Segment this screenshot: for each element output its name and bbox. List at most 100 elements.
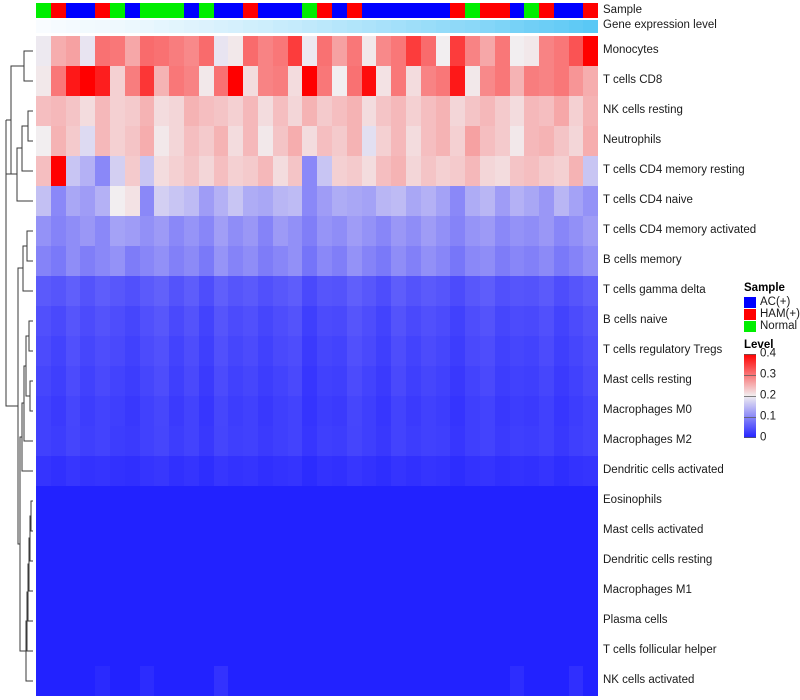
sample-annotation-cell bbox=[539, 3, 554, 18]
heatmap-cell bbox=[50, 426, 66, 456]
heatmap-cell bbox=[139, 246, 155, 276]
heatmap-cell bbox=[36, 126, 51, 156]
heatmap-cell bbox=[465, 306, 480, 336]
sample-annotation-cell bbox=[228, 3, 244, 18]
heatmap-cell bbox=[583, 126, 599, 156]
sample-legend-swatch bbox=[744, 309, 756, 321]
heatmap-cell bbox=[391, 276, 406, 306]
heatmap-cell bbox=[65, 276, 81, 306]
heatmap-cell bbox=[65, 126, 81, 156]
heatmap-cell bbox=[568, 216, 584, 246]
level-colorbar-tick bbox=[744, 437, 756, 439]
sample-annotation-cell bbox=[213, 3, 229, 18]
gene-expression-annotation-cell bbox=[331, 20, 347, 33]
gene-expression-annotation-cell bbox=[450, 20, 466, 33]
heatmap-row bbox=[36, 156, 599, 186]
gene-expression-annotation-cell bbox=[317, 20, 332, 33]
heatmap-cell bbox=[524, 576, 540, 606]
heatmap-cell bbox=[361, 666, 377, 696]
heatmap-cell bbox=[568, 186, 584, 216]
heatmap-cell bbox=[494, 396, 510, 426]
heatmap-cell bbox=[420, 606, 436, 636]
heatmap-cell bbox=[494, 186, 510, 216]
heatmap-cell bbox=[243, 396, 258, 426]
heatmap-cell bbox=[583, 216, 599, 246]
heatmap-cell bbox=[479, 636, 495, 666]
heatmap-cell bbox=[568, 306, 584, 336]
heatmap-cell bbox=[36, 636, 51, 666]
heatmap-cell bbox=[95, 186, 110, 216]
heatmap-cell bbox=[183, 156, 199, 186]
heatmap-cell bbox=[553, 426, 569, 456]
heatmap-cell bbox=[272, 666, 288, 696]
heatmap-cell bbox=[346, 276, 362, 306]
heatmap-cell bbox=[272, 636, 288, 666]
heatmap-cell bbox=[391, 156, 406, 186]
heatmap-cell bbox=[361, 216, 377, 246]
heatmap-cell bbox=[405, 96, 421, 126]
heatmap-cell bbox=[36, 336, 51, 366]
heatmap-cell bbox=[198, 216, 214, 246]
row-label: NK cells resting bbox=[603, 104, 683, 116]
heatmap-cell bbox=[198, 246, 214, 276]
heatmap-cell bbox=[509, 156, 525, 186]
heatmap-cell bbox=[65, 186, 81, 216]
heatmap-cell bbox=[124, 306, 140, 336]
heatmap-cell bbox=[331, 426, 347, 456]
heatmap-cell bbox=[479, 186, 495, 216]
heatmap-cell bbox=[36, 36, 51, 66]
heatmap-cell bbox=[465, 156, 480, 186]
heatmap-cell bbox=[287, 516, 303, 546]
row-label: B cells naive bbox=[603, 314, 668, 326]
heatmap-cell bbox=[568, 366, 584, 396]
sample-annotation-cell bbox=[450, 3, 466, 18]
heatmap-cell bbox=[494, 636, 510, 666]
sample-annotation-cell bbox=[583, 3, 599, 18]
heatmap-cell bbox=[287, 336, 303, 366]
heatmap-cell bbox=[583, 246, 599, 276]
heatmap-cell bbox=[391, 486, 406, 516]
row-label: Mast cells activated bbox=[603, 524, 704, 536]
heatmap-cell bbox=[405, 396, 421, 426]
heatmap-cell bbox=[198, 666, 214, 696]
heatmap-cell bbox=[257, 126, 273, 156]
heatmap-cell bbox=[524, 516, 540, 546]
heatmap-cell bbox=[169, 456, 184, 486]
heatmap-cell bbox=[95, 216, 110, 246]
level-colorbar-tick bbox=[744, 354, 756, 356]
heatmap-cell bbox=[317, 276, 332, 306]
heatmap-cell bbox=[494, 246, 510, 276]
heatmap-cell bbox=[50, 636, 66, 666]
heatmap-cell bbox=[302, 126, 318, 156]
heatmap-cell bbox=[272, 36, 288, 66]
heatmap-cell bbox=[287, 96, 303, 126]
heatmap-cell bbox=[183, 396, 199, 426]
heatmap-cell bbox=[376, 426, 392, 456]
heatmap-row bbox=[36, 546, 599, 576]
heatmap-cell bbox=[583, 276, 599, 306]
heatmap-cell bbox=[524, 186, 540, 216]
gene-expression-annotation-cell bbox=[539, 20, 554, 33]
sample-annotation-cell bbox=[169, 3, 184, 18]
row-label: T cells CD4 naive bbox=[603, 194, 693, 206]
heatmap-cell bbox=[154, 126, 170, 156]
heatmap-cell bbox=[80, 246, 96, 276]
heatmap-cell bbox=[213, 126, 229, 156]
heatmap-cell bbox=[331, 636, 347, 666]
sample-annotation-cell bbox=[568, 3, 584, 18]
heatmap-cell bbox=[524, 66, 540, 96]
heatmap-cell bbox=[154, 666, 170, 696]
heatmap-cell bbox=[139, 216, 155, 246]
heatmap-cell bbox=[183, 246, 199, 276]
heatmap-cell bbox=[539, 516, 554, 546]
heatmap-cell bbox=[331, 36, 347, 66]
heatmap-cell bbox=[139, 486, 155, 516]
heatmap-cell bbox=[361, 576, 377, 606]
heatmap-cell bbox=[376, 396, 392, 426]
heatmap-cell bbox=[509, 216, 525, 246]
heatmap-cell bbox=[65, 156, 81, 186]
heatmap-cell bbox=[213, 306, 229, 336]
heatmap-cell bbox=[509, 546, 525, 576]
heatmap-cell bbox=[553, 126, 569, 156]
heatmap-cell bbox=[450, 276, 466, 306]
